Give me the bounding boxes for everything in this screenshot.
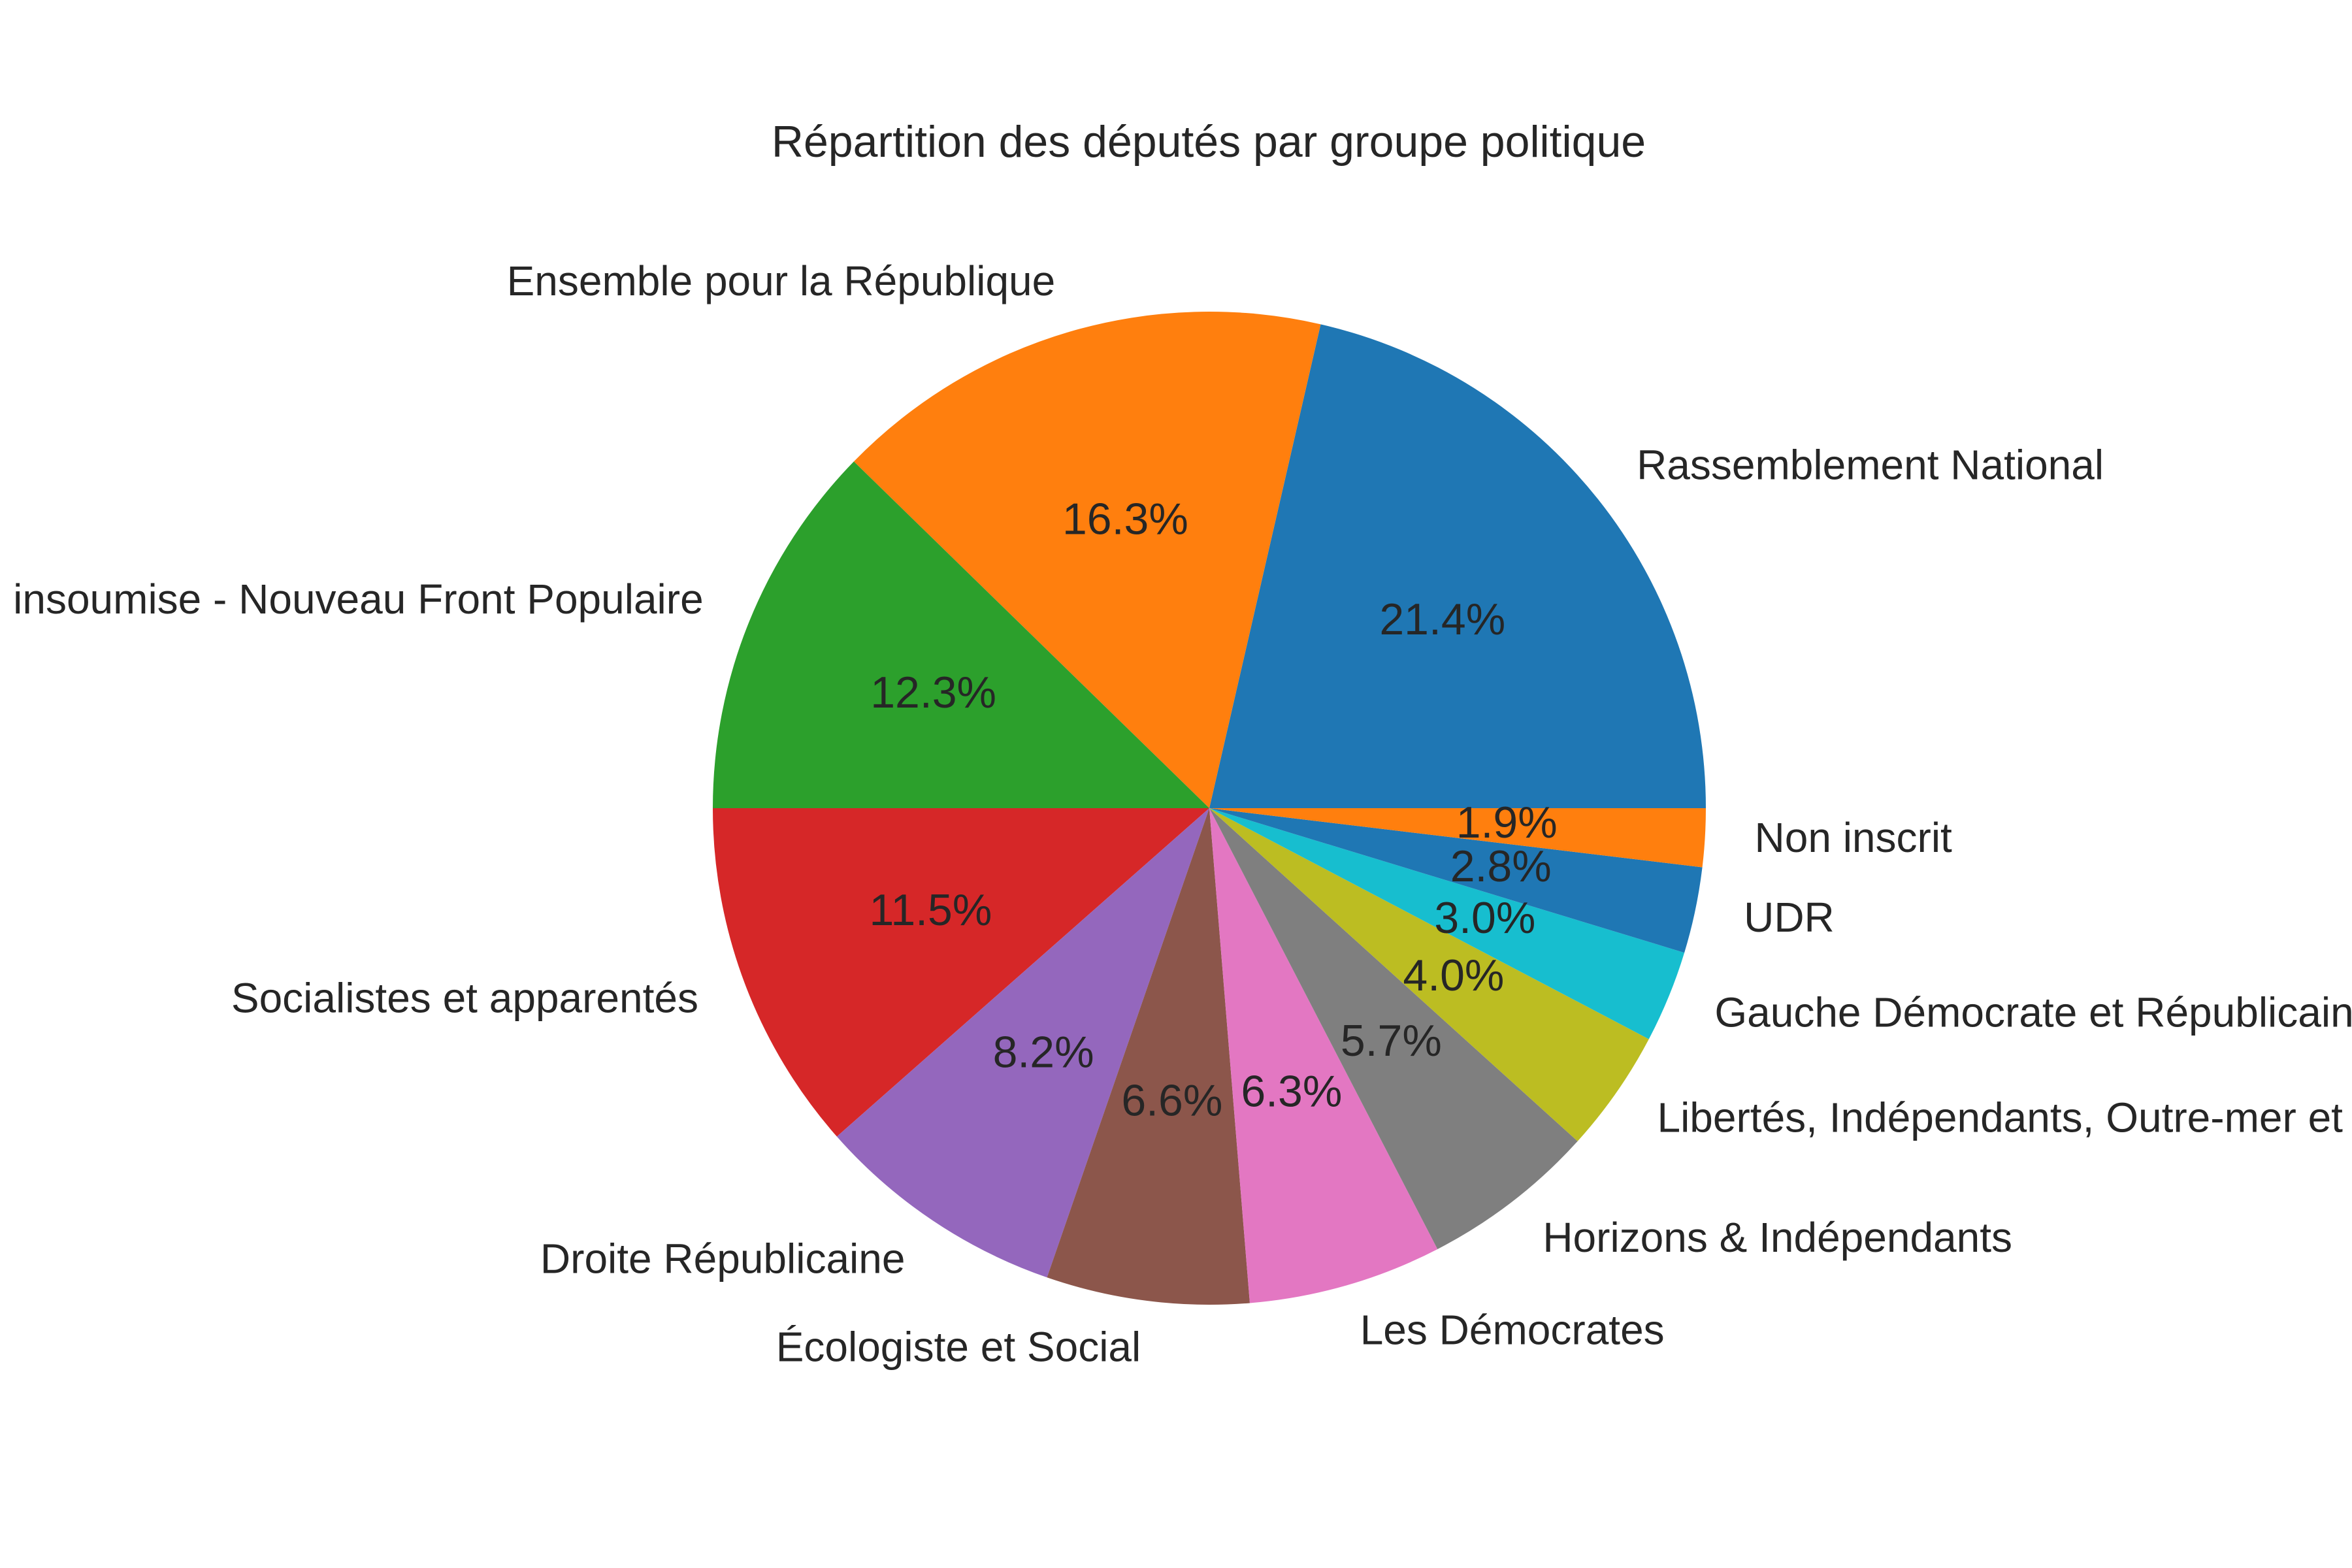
percentage-labels: 21.4% 16.3% 12.3% 11.5% 8.2% 6.6% 6.3%5.7% 4.0%… xyxy=(870,494,1558,1125)
slice-labels: Rassemblement National Ensemble pour la R… xyxy=(0,257,2352,1370)
pie-slice-udr xyxy=(1209,808,1703,953)
pct-label-horizons-independants: 5.7% xyxy=(1341,1016,1442,1066)
pie-slice-droite-republicaine xyxy=(836,808,1209,1278)
pie-slice-rassemblement-national xyxy=(1209,324,1706,808)
slice-label-udr: UDR xyxy=(1744,894,1835,941)
pct-label-non-inscrit: 1.9% xyxy=(1456,798,1558,847)
slice-label-la-france-insoumise-nouveau-front-populaire: La France insoumise - Nouveau Front Popu… xyxy=(0,576,704,623)
pie-slice-socialistes-et-apparentes xyxy=(713,808,1209,1137)
slice-label-non-inscrit: Non inscrit xyxy=(1755,814,1953,861)
slice-label-gauche-democrate-et-republicaine: Gauche Démocrate et Républicaine xyxy=(1714,988,2352,1036)
slice-label-droite-republicaine: Droite Républicaine xyxy=(540,1235,906,1282)
pct-label-ensemble-pour-la-republique: 16.3% xyxy=(1062,494,1188,544)
chart-title: Répartition des députés par groupe polit… xyxy=(772,117,1646,167)
pct-label-rassemblement-national: 21.4% xyxy=(1379,595,1505,644)
pie-slice-horizons-independants xyxy=(1209,808,1578,1249)
pct-label-udr: 2.8% xyxy=(1450,841,1552,891)
slice-label-libertes-independants-outre-mer-et-territoires: Libertés, Indépendants, Outre-mer et Ter… xyxy=(1657,1094,2352,1141)
pie-slice-libertes-independants-outre-mer-et-territoires xyxy=(1209,808,1649,1141)
slice-label-ecologiste-et-social: Écologiste et Social xyxy=(776,1323,1141,1370)
pie-slice-gauche-democrate-et-republicaine xyxy=(1209,808,1685,1039)
pct-label-socialistes-et-apparentes: 11.5% xyxy=(870,885,992,935)
pct-label-libertes-independants-outre-mer-et-territoires: 4.0% xyxy=(1403,951,1504,1000)
pie-slice-les-democrates xyxy=(1209,808,1438,1303)
pct-label-les-democrates: 6.3% xyxy=(1241,1066,1342,1116)
slice-label-les-democrates: Les Démocrates xyxy=(1360,1306,1665,1353)
pct-label-droite-republicaine: 8.2% xyxy=(993,1028,1094,1077)
slice-label-ensemble-pour-la-republique: Ensemble pour la République xyxy=(507,257,1056,304)
slice-label-horizons-independants: Horizons & Indépendants xyxy=(1543,1214,2012,1261)
pie-slice-la-france-insoumise-nouveau-front-populaire xyxy=(713,461,1209,808)
slice-label-socialistes-et-apparentes: Socialistes et apparentés xyxy=(231,974,698,1021)
pie-slice-non-inscrit xyxy=(1209,808,1706,868)
pct-label-la-france-insoumise-nouveau-front-populaire: 12.3% xyxy=(870,668,996,717)
pct-label-gauche-democrate-et-republicaine: 3.0% xyxy=(1434,893,1535,943)
pie-slice-ecologiste-et-social xyxy=(1047,808,1250,1305)
pie-slice-ensemble-pour-la-republique xyxy=(853,312,1321,809)
pct-label-ecologiste-et-social: 6.6% xyxy=(1121,1075,1222,1125)
pie-slices xyxy=(713,312,1706,1305)
slice-label-rassemblement-national: Rassemblement National xyxy=(1637,441,2104,488)
